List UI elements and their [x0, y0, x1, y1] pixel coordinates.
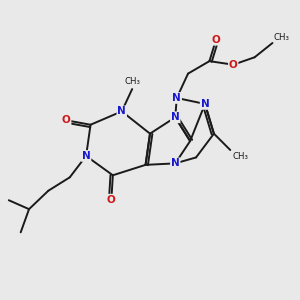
- Text: N: N: [172, 93, 181, 103]
- Text: N: N: [117, 106, 126, 116]
- Text: O: O: [212, 35, 220, 45]
- Text: CH₃: CH₃: [274, 32, 290, 41]
- Text: O: O: [62, 115, 70, 125]
- Text: N: N: [201, 99, 209, 109]
- Text: CH₃: CH₃: [124, 76, 140, 85]
- Text: N: N: [82, 151, 91, 161]
- Text: N: N: [171, 158, 180, 168]
- Text: O: O: [107, 195, 116, 205]
- Text: CH₃: CH₃: [232, 152, 249, 161]
- Text: N: N: [171, 112, 180, 122]
- Text: O: O: [229, 60, 238, 70]
